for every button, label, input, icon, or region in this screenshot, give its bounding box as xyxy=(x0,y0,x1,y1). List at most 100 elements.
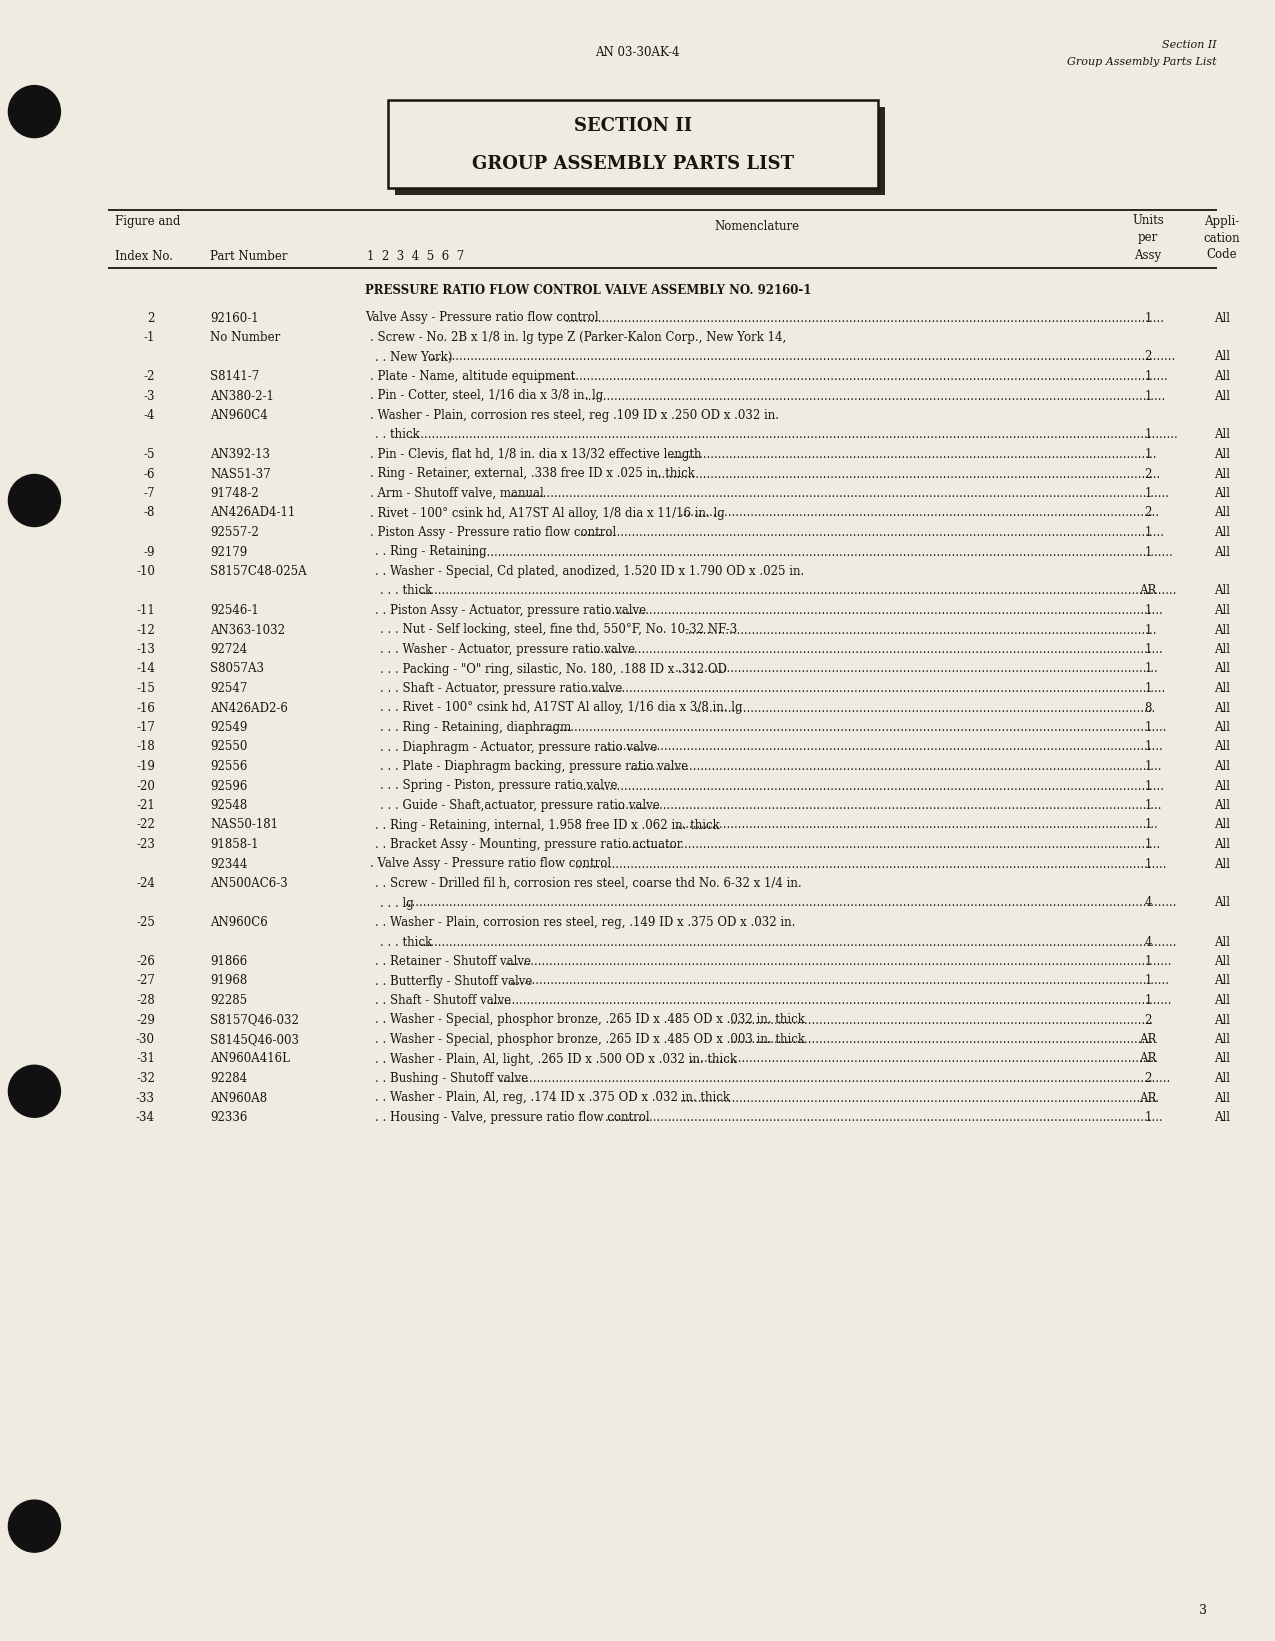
Text: 1: 1 xyxy=(1145,760,1151,773)
Text: All: All xyxy=(1214,624,1230,637)
Text: Code: Code xyxy=(1206,248,1237,261)
Text: . . . Rivet - 100° csink hd, A17ST Al alloy, 1/16 dia x 3/8 in. lg: . . . Rivet - 100° csink hd, A17ST Al al… xyxy=(380,701,742,714)
Text: ................................................................................: ........................................… xyxy=(674,819,1159,832)
Text: . Ring - Retainer, external, .338 free ID x .025 in. thick: . Ring - Retainer, external, .338 free I… xyxy=(370,468,695,481)
Text: Group Assembly Parts List: Group Assembly Parts List xyxy=(1067,57,1218,67)
Text: 92285: 92285 xyxy=(210,994,247,1008)
Text: . . New York): . . New York) xyxy=(375,351,453,364)
Text: ................................................................................: ........................................… xyxy=(405,896,1178,909)
Text: ................................................................................: ........................................… xyxy=(585,389,1167,402)
Text: ................................................................................: ........................................… xyxy=(680,507,1160,520)
Text: . Valve Assy - Pressure ratio flow control: . Valve Assy - Pressure ratio flow contr… xyxy=(370,858,611,870)
Text: ................................................................................: ........................................… xyxy=(669,448,1158,461)
Text: ................................................................................: ........................................… xyxy=(510,487,1170,501)
Text: ................................................................................: ........................................… xyxy=(690,1052,1159,1065)
Text: 1: 1 xyxy=(1145,955,1151,968)
Text: All: All xyxy=(1214,584,1230,597)
Text: Appli-: Appli- xyxy=(1205,215,1239,228)
Text: PRESSURE RATIO FLOW CONTROL VALVE ASSEMBLY NO. 92160-1: PRESSURE RATIO FLOW CONTROL VALVE ASSEMB… xyxy=(365,284,811,297)
Text: All: All xyxy=(1214,858,1230,870)
Text: -27: -27 xyxy=(136,975,156,988)
Text: . Plate - Name, altitude equipment: . Plate - Name, altitude equipment xyxy=(370,369,575,382)
Text: ................................................................................: ........................................… xyxy=(580,527,1165,538)
Text: . . Retainer - Shutoff valve: . . Retainer - Shutoff valve xyxy=(375,955,530,968)
Text: No Number: No Number xyxy=(210,331,280,345)
Text: 1: 1 xyxy=(1145,975,1151,988)
Text: -1: -1 xyxy=(144,331,156,345)
Text: -4: -4 xyxy=(144,409,156,422)
Text: ................................................................................: ........................................… xyxy=(411,428,1179,441)
Text: All: All xyxy=(1214,507,1230,520)
Text: All: All xyxy=(1214,799,1230,812)
Circle shape xyxy=(9,474,60,527)
Text: ................................................................................: ........................................… xyxy=(625,839,1162,852)
Text: All: All xyxy=(1214,389,1230,402)
Text: -12: -12 xyxy=(136,624,156,637)
Text: . Piston Assy - Pressure ratio flow control: . Piston Assy - Pressure ratio flow cont… xyxy=(370,527,616,538)
Text: 2: 2 xyxy=(1145,1014,1151,1027)
Text: . . Bushing - Shutoff valve: . . Bushing - Shutoff valve xyxy=(375,1072,528,1085)
Text: Nomenclature: Nomenclature xyxy=(714,220,799,233)
Text: All: All xyxy=(1214,527,1230,538)
Text: ................................................................................: ........................................… xyxy=(680,1091,1160,1104)
Text: -6: -6 xyxy=(144,468,156,481)
Text: 1: 1 xyxy=(1145,1111,1151,1124)
Text: Assy: Assy xyxy=(1135,248,1162,261)
Text: . . . Guide - Shaft,actuator, pressure ratio valve: . . . Guide - Shaft,actuator, pressure r… xyxy=(380,799,659,812)
Text: -3: -3 xyxy=(144,389,156,402)
Text: 92546-1: 92546-1 xyxy=(210,604,259,617)
Text: All: All xyxy=(1214,994,1230,1008)
Text: S8057A3: S8057A3 xyxy=(210,663,264,676)
Text: . . Ring - Retaining: . . Ring - Retaining xyxy=(375,545,487,558)
Text: -17: -17 xyxy=(136,720,156,734)
Text: AN426AD2-6: AN426AD2-6 xyxy=(210,701,288,714)
Text: 1: 1 xyxy=(1145,527,1151,538)
Text: ................................................................................: ........................................… xyxy=(419,584,1178,597)
Text: 92549: 92549 xyxy=(210,720,247,734)
Text: AN380-2-1: AN380-2-1 xyxy=(210,389,274,402)
Text: -19: -19 xyxy=(136,760,156,773)
Text: . . Screw - Drilled fil h, corrosion res steel, coarse thd No. 6-32 x 1/4 in.: . . Screw - Drilled fil h, corrosion res… xyxy=(375,876,802,889)
Text: NAS50-181: NAS50-181 xyxy=(210,819,278,832)
Text: ................................................................................: ........................................… xyxy=(565,312,1165,325)
Text: 1: 1 xyxy=(1145,683,1151,696)
Text: 91866: 91866 xyxy=(210,955,247,968)
Text: 92548: 92548 xyxy=(210,799,247,812)
Circle shape xyxy=(9,85,60,138)
Text: All: All xyxy=(1214,428,1230,441)
Text: . . Butterfly - Shutoff valve: . . Butterfly - Shutoff valve xyxy=(375,975,533,988)
Text: 92550: 92550 xyxy=(210,740,247,753)
Circle shape xyxy=(9,1065,60,1118)
Text: 1: 1 xyxy=(1145,839,1151,852)
Text: ................................................................................: ........................................… xyxy=(500,1072,1172,1085)
Text: . . . Plate - Diaphragm backing, pressure ratio valve: . . . Plate - Diaphragm backing, pressur… xyxy=(380,760,688,773)
Text: -21: -21 xyxy=(136,799,156,812)
Text: All: All xyxy=(1214,643,1230,656)
Text: S8145Q46-003: S8145Q46-003 xyxy=(210,1032,300,1045)
Text: 1: 1 xyxy=(1145,858,1151,870)
Text: NAS51-37: NAS51-37 xyxy=(210,468,270,481)
Text: . Arm - Shutoff valve, manual: . Arm - Shutoff valve, manual xyxy=(370,487,543,501)
Text: AN960A416L: AN960A416L xyxy=(210,1052,289,1065)
Text: Section II: Section II xyxy=(1163,39,1218,49)
Text: GROUP ASSEMBLY PARTS LIST: GROUP ASSEMBLY PARTS LIST xyxy=(472,154,794,172)
Text: ................................................................................: ........................................… xyxy=(430,351,1177,364)
Text: . . thick: . . thick xyxy=(375,428,419,441)
Text: 1: 1 xyxy=(1145,643,1151,656)
Text: ................................................................................: ........................................… xyxy=(536,369,1169,382)
Text: . . Shaft - Shutoff valve: . . Shaft - Shutoff valve xyxy=(375,994,511,1008)
Text: 92596: 92596 xyxy=(210,779,247,793)
Text: -2: -2 xyxy=(144,369,156,382)
Text: AN392-13: AN392-13 xyxy=(210,448,270,461)
Text: Units: Units xyxy=(1132,215,1164,228)
Text: 92547: 92547 xyxy=(210,683,247,696)
Text: . Screw - No. 2B x 1/8 in. lg type Z (Parker-Kalon Corp., New York 14,: . Screw - No. 2B x 1/8 in. lg type Z (Pa… xyxy=(370,331,787,345)
Text: AN363-1032: AN363-1032 xyxy=(210,624,286,637)
Text: 1: 1 xyxy=(1145,624,1151,637)
Text: . . . lg: . . . lg xyxy=(380,896,414,909)
Text: Figure and: Figure and xyxy=(115,215,180,228)
Text: AN426AD4-11: AN426AD4-11 xyxy=(210,507,296,520)
Text: AR: AR xyxy=(1140,584,1156,597)
Text: All: All xyxy=(1214,935,1230,948)
Text: -29: -29 xyxy=(136,1014,156,1027)
